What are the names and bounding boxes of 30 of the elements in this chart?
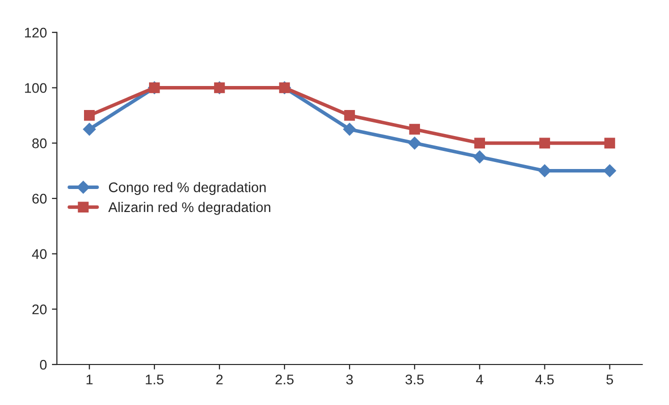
point [84, 110, 95, 121]
point [474, 138, 486, 148]
x-tick-label: 2.5 [276, 374, 294, 384]
point [539, 138, 550, 148]
point [408, 136, 422, 150]
y-tick-label: 60 [32, 194, 47, 204]
y-tick-label: 0 [40, 360, 47, 370]
x-tick-label: 3 [346, 374, 353, 384]
point [473, 150, 486, 164]
x-tick-label: 3.5 [405, 374, 424, 384]
legend-label: Congo red % degradation [108, 182, 266, 195]
point [82, 122, 96, 136]
point [409, 124, 420, 135]
x-tick-label: 5 [606, 374, 613, 384]
x-tick-label: 4.5 [535, 374, 554, 384]
x-tick-label: 1 [86, 374, 93, 384]
y-tick-label: 40 [32, 249, 47, 259]
legend-label: Alizarin red % degradation [108, 202, 270, 215]
point [343, 122, 356, 136]
x-tick-label: 4 [476, 374, 484, 384]
point [538, 164, 552, 178]
y-tick-label: 120 [25, 28, 47, 38]
x-tick-label: 1.5 [146, 374, 164, 384]
point [603, 164, 616, 178]
y-tick-label: 80 [32, 138, 47, 148]
x-tick-label: 2 [216, 374, 223, 384]
point [604, 138, 616, 148]
y-tick-label: 100 [25, 83, 47, 93]
y-tick-label: 20 [32, 304, 47, 314]
point [344, 110, 355, 121]
